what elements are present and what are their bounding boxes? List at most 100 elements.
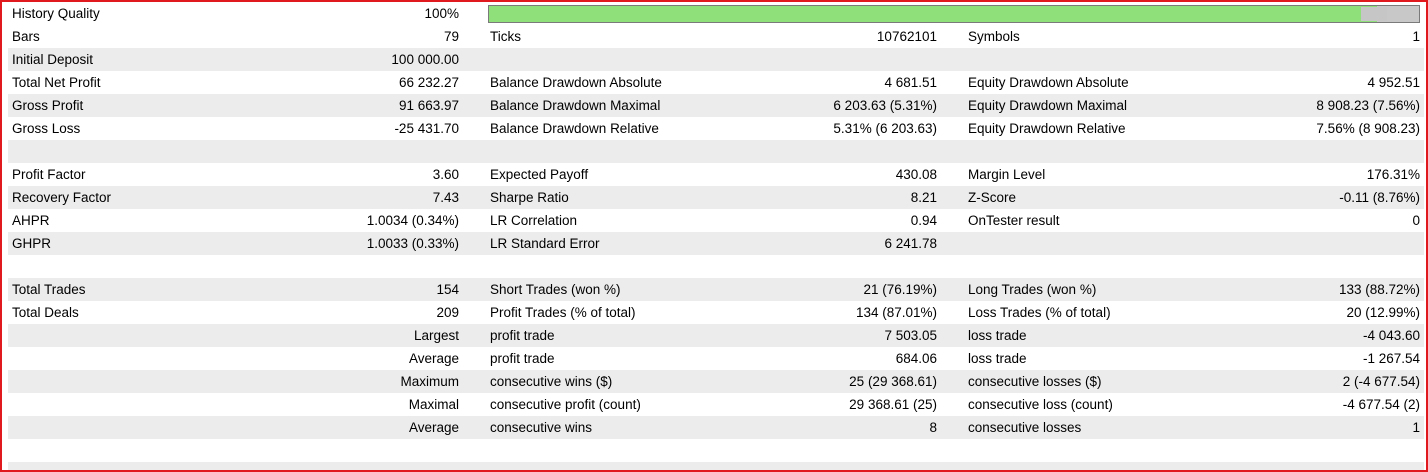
label-col-2: consecutive wins ($) bbox=[490, 374, 613, 389]
label-col-3: consecutive losses bbox=[968, 420, 1082, 435]
value-col-2 bbox=[708, 462, 937, 470]
value-col-1 bbox=[298, 439, 459, 462]
value-col-2 bbox=[708, 140, 937, 163]
label-col-3: loss trade bbox=[968, 351, 1027, 366]
label-col-3: Symbols bbox=[968, 29, 1020, 44]
value-col-2 bbox=[708, 255, 937, 278]
value-col-2 bbox=[708, 439, 937, 462]
label-col-3: Equity Drawdown Relative bbox=[968, 121, 1126, 136]
label-col-2: Balance Drawdown Absolute bbox=[490, 75, 662, 90]
label-col-3: consecutive losses ($) bbox=[968, 374, 1102, 389]
history-quality-row: History Quality 100% bbox=[8, 2, 1424, 25]
label-col-1: GHPR bbox=[12, 236, 52, 251]
value-col-2: 430.08 bbox=[895, 167, 937, 182]
label-col-1: AHPR bbox=[12, 213, 50, 228]
stats-row: Average consecutive wins 8 consecutive loss… bbox=[8, 416, 1424, 439]
value-col-2: 684.06 bbox=[895, 351, 937, 366]
value-col-2: 29 368.61 (25) bbox=[849, 397, 937, 412]
stats-row: Average profit trade 684.06 loss trade -1 26… bbox=[8, 347, 1424, 370]
stats-row: Profit Factor 3.60 Expected Payoff 430.08 Ma… bbox=[8, 163, 1424, 186]
stats-row: Total Trades 154 Short Trades (won %) 21 (7… bbox=[8, 278, 1424, 301]
value-col-3: 4 952.51 bbox=[1367, 75, 1420, 90]
value-col-2: 8 bbox=[929, 420, 937, 435]
value-col-1: 7.43 bbox=[432, 190, 459, 205]
history-quality-fill bbox=[489, 6, 1378, 22]
row-qualifier: Maximal bbox=[408, 397, 459, 412]
value-col-1: 1.0033 (0.33%) bbox=[366, 236, 459, 251]
value-col-2: 4 681.51 bbox=[884, 75, 937, 90]
label-col-3: Equity Drawdown Absolute bbox=[968, 75, 1129, 90]
stats-row: AHPR 1.0034 (0.34%) LR Correlation 0.94 OnTe… bbox=[8, 209, 1424, 232]
value-col-3: 1 bbox=[1412, 29, 1420, 44]
label-col-3: Long Trades (won %) bbox=[968, 282, 1097, 297]
value-col-3: 176.31% bbox=[1366, 167, 1420, 182]
row-qualifier: Average bbox=[408, 351, 459, 366]
stats-row: Largest profit trade 7 503.05 loss trade -4 … bbox=[8, 324, 1424, 347]
value-col-3 bbox=[1208, 255, 1420, 278]
history-quality-thumb bbox=[1361, 7, 1387, 21]
stats-row: Gross Profit 91 663.97 Balance Drawdown Ma… bbox=[8, 94, 1424, 117]
stats-row: Gross Loss -25 431.70 Balance Drawdown Rel… bbox=[8, 117, 1424, 140]
value-col-2: 10762101 bbox=[876, 29, 937, 44]
label-col-2: Profit Trades (% of total) bbox=[490, 305, 636, 320]
history-quality-label: History Quality bbox=[12, 6, 100, 21]
label-col-1 bbox=[12, 393, 292, 416]
label-col-2: Expected Payoff bbox=[490, 167, 589, 182]
value-col-2: 7 503.05 bbox=[884, 328, 937, 343]
label-col-1: Total Deals bbox=[12, 305, 79, 320]
value-col-3: -4 043.60 bbox=[1362, 328, 1420, 343]
label-col-2: profit trade bbox=[490, 328, 555, 343]
row-qualifier: Maximum bbox=[400, 374, 459, 389]
stats-row: Bars 79 Ticks 10762101 Symbols 1 bbox=[8, 25, 1424, 48]
label-col-2: Sharpe Ratio bbox=[490, 190, 569, 205]
value-col-1: 3.60 bbox=[432, 167, 459, 182]
value-col-1: 209 bbox=[436, 305, 459, 320]
label-col-2: Balance Drawdown Relative bbox=[490, 121, 659, 136]
stats-row: Total Net Profit 66 232.27 Balance Drawdow… bbox=[8, 71, 1424, 94]
label-col-3: OnTester result bbox=[968, 213, 1060, 228]
value-col-2: 0.94 bbox=[910, 213, 937, 228]
value-col-1: 154 bbox=[436, 282, 459, 297]
value-col-1: 91 663.97 bbox=[398, 98, 459, 113]
value-col-2: 134 (87.01%) bbox=[855, 305, 937, 320]
value-col-1 bbox=[298, 462, 459, 470]
label-col-2: Balance Drawdown Maximal bbox=[490, 98, 661, 113]
value-col-3 bbox=[1208, 140, 1420, 163]
stats-row bbox=[8, 462, 1424, 470]
label-col-3: loss trade bbox=[968, 328, 1027, 343]
value-col-1: -25 431.70 bbox=[394, 121, 459, 136]
label-col-3: Margin Level bbox=[968, 167, 1046, 182]
label-col-1 bbox=[12, 416, 292, 439]
stats-row: Maximum consecutive wins ($) 25 (29 368.61… bbox=[8, 370, 1424, 393]
value-col-1: 66 232.27 bbox=[398, 75, 459, 90]
label-col-2: LR Standard Error bbox=[490, 236, 600, 251]
label-col-1: Profit Factor bbox=[12, 167, 86, 182]
value-col-3: 20 (12.99%) bbox=[1346, 305, 1420, 320]
value-col-3 bbox=[1208, 48, 1420, 71]
value-col-3: -4 677.54 (2) bbox=[1342, 397, 1420, 412]
value-col-3: 7.56% (8 908.23) bbox=[1316, 121, 1420, 136]
value-col-3: 8 908.23 (7.56%) bbox=[1316, 98, 1420, 113]
history-quality-bar bbox=[488, 5, 1420, 23]
label-col-2: consecutive wins bbox=[490, 420, 593, 435]
label-col-1: Bars bbox=[12, 29, 40, 44]
label-col-1 bbox=[12, 347, 292, 370]
row-qualifier: Average bbox=[408, 420, 459, 435]
value-col-3 bbox=[1208, 439, 1420, 462]
stats-row bbox=[8, 140, 1424, 163]
label-col-1: Recovery Factor bbox=[12, 190, 112, 205]
label-col-1 bbox=[12, 462, 292, 470]
label-col-3: Equity Drawdown Maximal bbox=[968, 98, 1128, 113]
label-col-1: Total Trades bbox=[12, 282, 86, 297]
label-col-2: Ticks bbox=[490, 29, 521, 44]
label-col-2: LR Correlation bbox=[490, 213, 578, 228]
value-col-1: 100 000.00 bbox=[391, 52, 459, 67]
value-col-1 bbox=[298, 255, 459, 278]
value-col-1: 1.0034 (0.34%) bbox=[366, 213, 459, 228]
row-qualifier: Largest bbox=[413, 328, 459, 343]
label-col-3: Loss Trades (% of total) bbox=[968, 305, 1111, 320]
value-col-2: 8.21 bbox=[910, 190, 937, 205]
value-col-2: 21 (76.19%) bbox=[863, 282, 937, 297]
value-col-3: 0 bbox=[1412, 213, 1420, 228]
label-col-3: consecutive loss (count) bbox=[968, 397, 1113, 412]
